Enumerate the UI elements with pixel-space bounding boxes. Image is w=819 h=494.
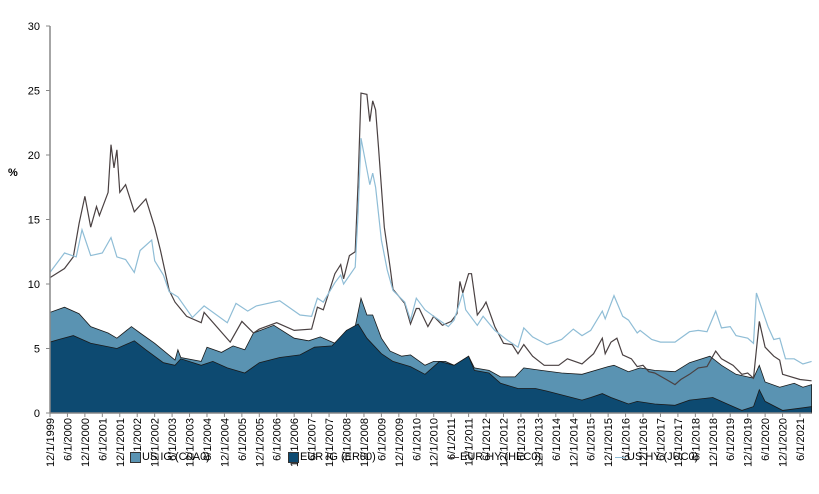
x-tick-label: 12/1/2014	[568, 418, 580, 467]
x-tick-label: 6/1/2005	[237, 418, 249, 461]
x-tick-label: 12/1/2016	[638, 418, 650, 467]
x-tick-label: 12/1/2012	[499, 418, 511, 467]
x-tick-label: 6/1/2000	[62, 418, 74, 461]
legend: US IG (C0A0) EUR IG (ER00) EUR HY (HEC0)…	[0, 451, 819, 467]
legend-swatch-us-ig	[130, 451, 141, 463]
y-axis-label: %	[8, 167, 18, 179]
x-tick-label: 12/1/2013	[533, 418, 545, 467]
area-series-eur-ig	[49, 323, 812, 414]
x-tick-label: 12/1/2005	[254, 418, 266, 467]
y-tick-label: 30	[28, 21, 40, 33]
y-tick-label: 20	[28, 150, 40, 162]
y-tick-label: 15	[28, 215, 40, 227]
legend-label: US IG (C0A0)	[142, 451, 210, 463]
x-tick-label: 12/1/2004	[219, 418, 231, 467]
plot-area	[49, 92, 812, 414]
legend-item-eur-ig: EUR IG (ER00)	[288, 451, 376, 463]
x-tick-label: 6/1/2012	[481, 418, 493, 461]
x-tick-label: 6/1/2011	[446, 418, 458, 460]
legend-line-eur-hy	[448, 456, 459, 458]
x-tick-label: 6/1/2019	[725, 418, 737, 461]
x-tick-label: 12/1/2011	[464, 418, 476, 466]
x-tick-label: 6/1/2002	[132, 418, 144, 461]
x-tick-label: 12/1/2002	[150, 418, 162, 467]
x-tick-label: 6/1/2006	[272, 418, 284, 461]
x-tick-label: 12/1/2018	[708, 418, 720, 467]
legend-item-us-ig: US IG (C0A0)	[130, 451, 210, 463]
x-tick-label: 6/1/2009	[376, 418, 388, 461]
x-tick-label: 6/1/2018	[690, 418, 702, 461]
x-tick-label: 12/1/2010	[429, 418, 441, 467]
legend-item-us-hy: US HY (JUC0)	[615, 451, 698, 463]
x-tick-label: 12/1/2015	[603, 418, 615, 467]
legend-label: EUR IG (ER00)	[300, 451, 376, 463]
x-tick-label: 12/1/1999	[45, 418, 57, 467]
x-tick-label: 6/1/2001	[97, 418, 109, 461]
x-tick-label: 12/1/2000	[80, 418, 92, 467]
x-tick-label: 12/1/2017	[673, 418, 685, 467]
x-tick-label: 6/1/2014	[551, 418, 563, 461]
x-tick-label: 6/1/2020	[760, 418, 772, 461]
x-tick-label: 6/1/2003	[167, 418, 179, 461]
legend-line-us-hy	[615, 456, 626, 458]
line-series-eur-hy	[49, 92, 812, 386]
legend-swatch-eur-ig	[288, 451, 299, 463]
line-series-us-hy	[49, 138, 812, 365]
y-tick-label: 10	[28, 279, 40, 291]
x-tick-label: 12/1/2009	[394, 418, 406, 467]
y-tick-label: 0	[34, 408, 40, 420]
x-tick-label: 6/1/2004	[202, 418, 214, 461]
legend-item-eur-hy: EUR HY (HEC0)	[448, 451, 541, 463]
x-tick-label: 6/1/2021	[795, 418, 807, 461]
y-tick-label: 5	[34, 344, 40, 356]
x-tick-label: 12/1/2020	[778, 418, 790, 467]
x-tick-label: 12/1/2001	[115, 418, 127, 467]
x-tick-label: 6/1/2016	[621, 418, 633, 461]
x-tick-label: 6/1/2017	[656, 418, 668, 461]
legend-label: EUR HY (HEC0)	[460, 451, 542, 463]
x-tick-label: 6/1/2015	[586, 418, 598, 461]
x-tick-label: 12/1/2008	[359, 418, 371, 467]
y-tick-label: 25	[28, 86, 40, 98]
x-tick-label: 12/1/2007	[324, 418, 336, 467]
axes: 0 5 10 15 20 25 30 12/1/1999 6/1/2000 12/1/2000 6/…	[28, 21, 812, 467]
x-tick-label: 12/1/2003	[185, 418, 197, 467]
x-tick-label: 6/1/2008	[342, 418, 354, 461]
legend-label: US HY (JUC0)	[627, 451, 699, 463]
x-tick-label: 6/1/2007	[307, 418, 319, 461]
x-tick-label: 12/1/2019	[743, 418, 755, 467]
x-tick-label: 6/1/2010	[411, 418, 423, 461]
x-tick-label: 6/1/2013	[516, 418, 528, 461]
